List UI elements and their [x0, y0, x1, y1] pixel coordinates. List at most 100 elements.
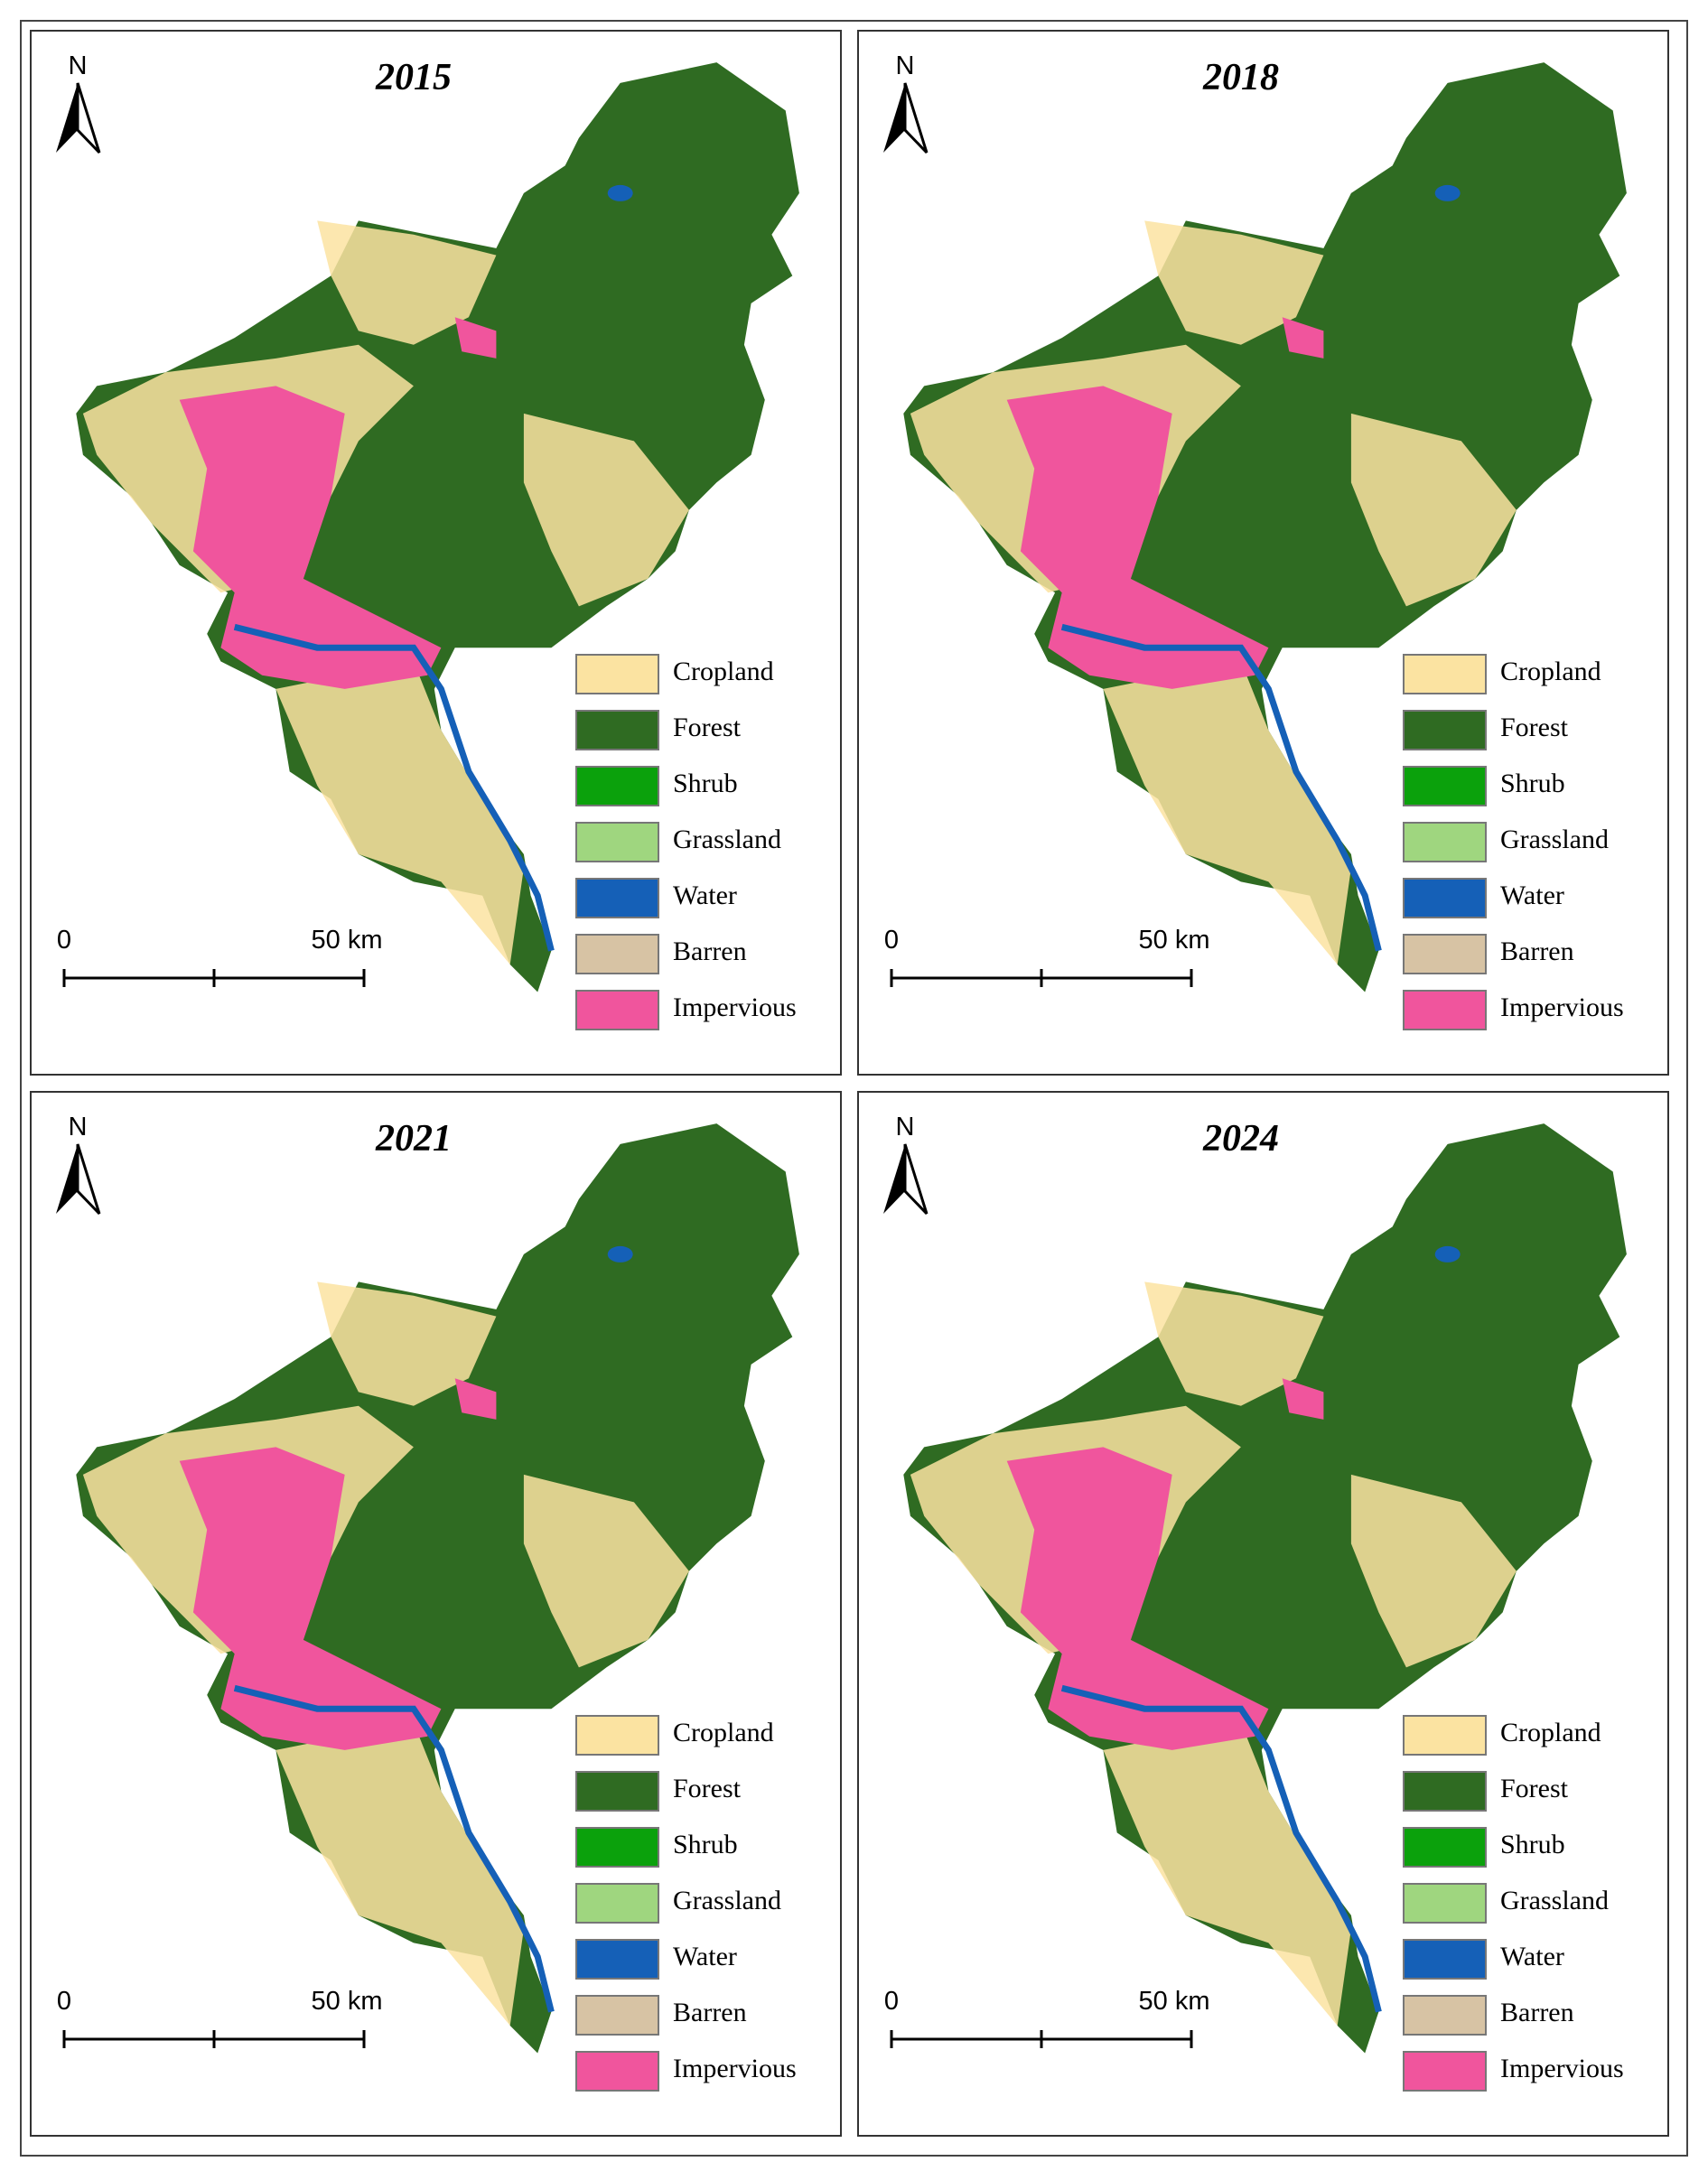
legend-swatch	[575, 878, 659, 918]
legend-label: Cropland	[673, 657, 774, 686]
legend-label: Shrub	[1500, 1830, 1565, 1859]
region-cropland	[317, 220, 497, 345]
north-arrow-half	[76, 1143, 101, 1216]
scale-end: 50 km	[1139, 1987, 1210, 2016]
region-cropland	[275, 1722, 524, 2026]
legend-label: Forest	[673, 713, 742, 742]
river	[233, 623, 555, 952]
region-impervious	[179, 386, 442, 689]
legend-swatch	[1403, 1827, 1487, 1868]
legend-swatch	[1403, 710, 1487, 750]
north-label: N	[896, 51, 915, 80]
region-cropland	[1350, 413, 1517, 607]
panel-title: 2024	[1202, 1118, 1279, 1160]
region-forest	[76, 62, 799, 992]
reservoir	[1434, 184, 1461, 201]
region-cropland	[1144, 220, 1324, 345]
north-arrow	[883, 83, 905, 153]
legend-swatch	[575, 1715, 659, 1756]
legend-label: Barren	[1500, 1998, 1574, 2027]
scale-start: 0	[884, 1987, 899, 2016]
region-cropland	[1350, 1474, 1517, 1668]
legend-label: Shrub	[673, 769, 738, 798]
legend-swatch	[575, 766, 659, 806]
legend-label: Water	[673, 1942, 737, 1971]
legend-label: Impervious	[1500, 992, 1624, 1022]
legend-label: Water	[1500, 1942, 1564, 1971]
legend-label: Forest	[1500, 713, 1569, 742]
legend-label: Water	[1500, 881, 1564, 910]
north-arrow-half	[76, 82, 101, 154]
legend-swatch	[1403, 1771, 1487, 1812]
region-impervious	[179, 1447, 442, 1750]
legend-swatch	[1403, 990, 1487, 1030]
reservoir	[1434, 1245, 1461, 1263]
panel-title: 2021	[375, 1118, 452, 1160]
region-forest	[76, 1123, 799, 2054]
legend-label: Barren	[673, 1998, 747, 2027]
scale-start: 0	[884, 926, 899, 955]
legend-swatch	[1403, 1883, 1487, 1924]
scale-end: 50 km	[1139, 926, 1210, 955]
legend-swatch	[575, 2051, 659, 2092]
north-arrow-half	[903, 82, 929, 154]
legend-label: Cropland	[673, 1718, 774, 1747]
legend-swatch	[575, 710, 659, 750]
legend-swatch	[575, 934, 659, 974]
river	[233, 1684, 555, 2013]
legend-label: Grassland	[1500, 825, 1609, 854]
legend-swatch	[1403, 934, 1487, 974]
legend-swatch	[575, 654, 659, 694]
legend-swatch	[1403, 654, 1487, 694]
legend-swatch	[575, 1771, 659, 1812]
region-cropland	[523, 1474, 689, 1668]
outer-frame	[20, 20, 1688, 2157]
region-cropland	[1144, 1281, 1324, 1406]
legend-swatch	[1403, 2051, 1487, 2092]
legend-label: Grassland	[673, 825, 781, 854]
region-forest	[903, 62, 1627, 992]
legend-label: Impervious	[1500, 2054, 1624, 2083]
map-panel: 2024 N 0 50 km Cropland Forest Shrub Grassland W…	[857, 1091, 1669, 2137]
scale-start: 0	[57, 1987, 71, 2016]
region-impervious	[1282, 317, 1324, 359]
scale-end: 50 km	[312, 1987, 383, 2016]
north-label: N	[69, 51, 88, 80]
legend-label: Forest	[673, 1774, 742, 1803]
legend-label: Cropland	[1500, 1718, 1601, 1747]
river	[1060, 623, 1382, 952]
legend-label: Barren	[1500, 936, 1574, 966]
region-cropland	[523, 413, 689, 607]
legend-label: Grassland	[673, 1886, 781, 1915]
region-cropland	[1103, 661, 1351, 964]
river	[1060, 1684, 1382, 2013]
region-forest	[903, 1123, 1627, 2054]
region-impervious	[1006, 386, 1269, 689]
reservoir	[607, 1245, 633, 1263]
region-impervious	[454, 1378, 497, 1420]
legend-swatch	[1403, 1939, 1487, 1980]
legend-swatch	[1403, 766, 1487, 806]
legend-swatch	[575, 1827, 659, 1868]
north-label: N	[896, 1113, 915, 1141]
legend-swatch	[1403, 1715, 1487, 1756]
region-impervious	[454, 317, 497, 359]
legend-label: Grassland	[1500, 1886, 1609, 1915]
legend-label: Cropland	[1500, 657, 1601, 686]
map-panel: 2015 N 0 50 km Cropland Forest Shrub Grassland W…	[30, 30, 842, 1076]
legend-swatch	[1403, 822, 1487, 862]
region-impervious	[1006, 1447, 1269, 1750]
region-cropland	[317, 1281, 497, 1406]
legend-swatch	[575, 822, 659, 862]
legend-label: Impervious	[673, 2054, 797, 2083]
map-panel: 2018 N 0 50 km Cropland Forest Shrub Grassland W…	[857, 30, 1669, 1076]
legend-label: Shrub	[1500, 769, 1565, 798]
north-arrow	[883, 1144, 905, 1214]
legend-label: Water	[673, 881, 737, 910]
legend-swatch	[575, 1939, 659, 1980]
scale-start: 0	[57, 926, 71, 955]
north-arrow-half	[903, 1143, 929, 1216]
panel-title: 2015	[375, 57, 452, 98]
